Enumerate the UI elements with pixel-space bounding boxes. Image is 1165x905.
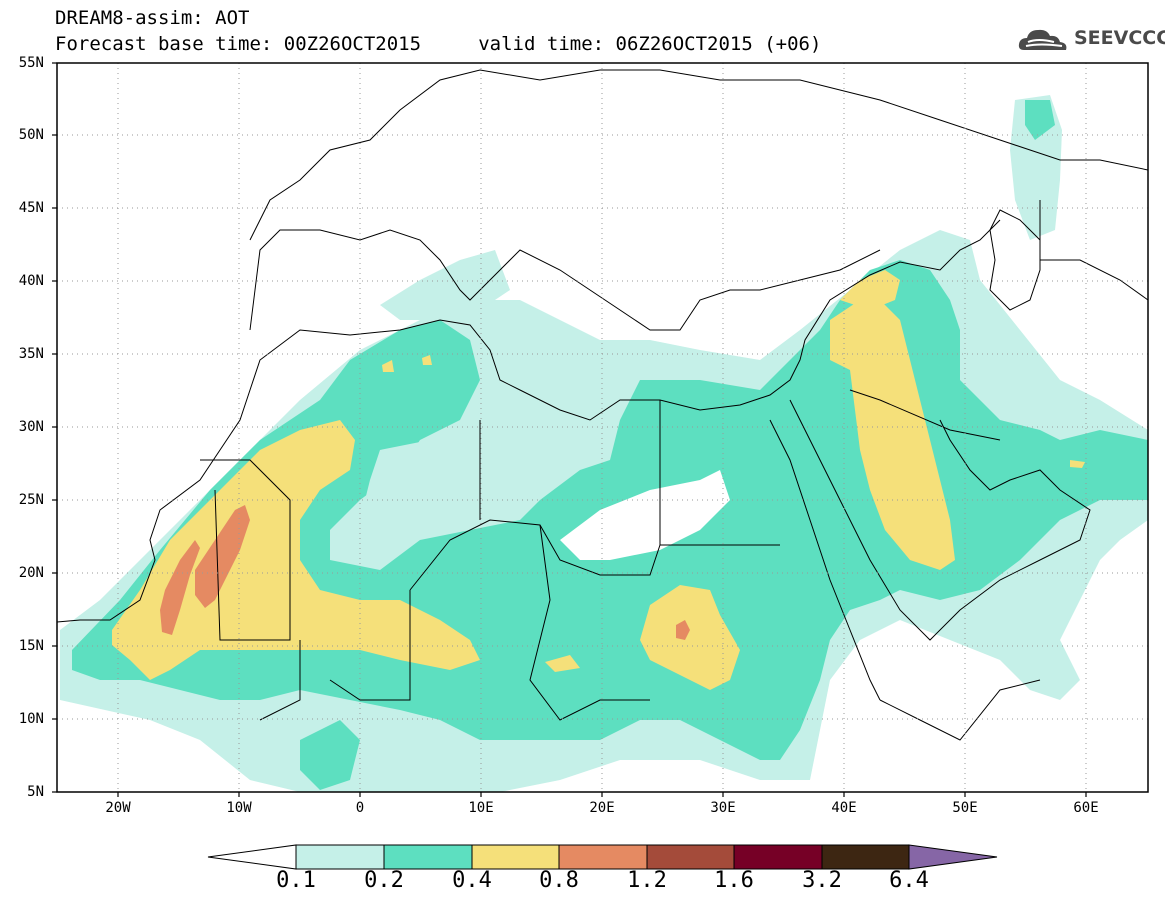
border-9	[1039, 200, 1148, 301]
border-2	[409, 519, 780, 591]
aot-0.2-0.4-caspian	[1025, 100, 1055, 140]
cloud-icon	[1018, 29, 1067, 50]
aot-0.1-0.2-iberia	[380, 250, 510, 320]
aot-0.8-1.2-c	[676, 620, 690, 640]
aot-clear-sahara	[560, 470, 730, 560]
colorbar-label: 1.6	[714, 868, 754, 893]
aot-0.4-0.8-alg	[382, 360, 394, 372]
time-info: Forecast base time: 00Z26OCT2015 valid t…	[55, 33, 822, 55]
coastline-caspian	[989, 209, 1041, 311]
colorbar-bin-4	[558, 844, 648, 870]
lat-label: 5N	[27, 784, 44, 800]
lat-label: 30N	[18, 419, 44, 435]
colorbar-bin-2	[383, 844, 473, 870]
lat-label: 55N	[18, 55, 44, 71]
grid	[57, 63, 1148, 792]
colorbar	[207, 844, 998, 870]
lat-label: 45N	[18, 200, 44, 216]
colorbar-bin-1	[295, 844, 385, 870]
colorbar-bin-5	[646, 844, 735, 870]
colorbar-bin-3	[471, 844, 560, 870]
lon-label: 10E	[468, 800, 494, 816]
lat-label: 25N	[18, 492, 44, 508]
border-4	[329, 590, 411, 701]
colorbar-low-arrow	[207, 844, 297, 870]
aot-clear-central	[360, 440, 490, 530]
lon-label: 40E	[831, 800, 857, 816]
colorbar-label: 0.8	[539, 868, 579, 893]
lon-label: 10W	[226, 800, 252, 816]
colorbar-bin-7	[821, 844, 910, 870]
colorbar-label: 0.4	[452, 868, 492, 893]
colorbar-label: 0.1	[276, 868, 316, 893]
aot-0.4-0.8-alg2	[422, 355, 432, 365]
lat-label: 15N	[18, 638, 44, 654]
colorbar-label: 0.2	[364, 868, 404, 893]
lat-label: 20N	[18, 565, 44, 581]
colorbar-bin-6	[733, 844, 823, 870]
coastline-north	[249, 69, 1148, 241]
coastline-red-sea	[769, 419, 881, 701]
aot-0.4-0.8-gulf	[1070, 460, 1085, 468]
border-1	[200, 459, 291, 641]
coastline-africa	[57, 219, 1001, 623]
border-8	[259, 640, 301, 721]
lon-label: 30E	[710, 800, 736, 816]
aot-0.2-0.4-west	[300, 720, 360, 790]
coastline-arabia	[789, 399, 1091, 641]
lon-label: 20E	[589, 800, 615, 816]
aot-0.4-0.8-westafrica	[112, 420, 480, 680]
aot-0.4-0.8-chad	[545, 655, 580, 672]
logo-text: SEEVCCC	[1074, 27, 1165, 49]
coastline-horn	[879, 679, 1041, 741]
colorbar-high-arrow	[908, 844, 998, 870]
aot-0.8-1.2-a	[195, 505, 250, 608]
colorbar-label: 1.2	[627, 868, 667, 893]
aot-0.1-0.2-caspian	[1010, 95, 1062, 240]
lat-label: 50N	[18, 127, 44, 143]
lat-label: 40N	[18, 273, 44, 289]
lon-label: 60E	[1073, 800, 1099, 816]
colorbar-label: 6.4	[889, 868, 929, 893]
colorbar-label: 3.2	[802, 868, 842, 893]
map-title: DREAM8-assim: AOT	[55, 7, 250, 29]
border-7	[849, 389, 1001, 441]
lon-label: 20W	[105, 800, 131, 816]
border-5	[529, 524, 650, 721]
aot-0.8-1.2-b	[160, 540, 200, 635]
aot-0.4-0.8-turkey	[840, 270, 900, 310]
aot-0.4-0.8-sudan	[640, 585, 740, 690]
lat-label: 10N	[18, 711, 44, 727]
lon-label: 0	[355, 800, 365, 816]
coastline-europe	[249, 229, 881, 331]
lon-label: 50E	[952, 800, 978, 816]
lat-label: 35N	[18, 346, 44, 362]
aot-0.4-0.8-arabia	[830, 300, 955, 570]
